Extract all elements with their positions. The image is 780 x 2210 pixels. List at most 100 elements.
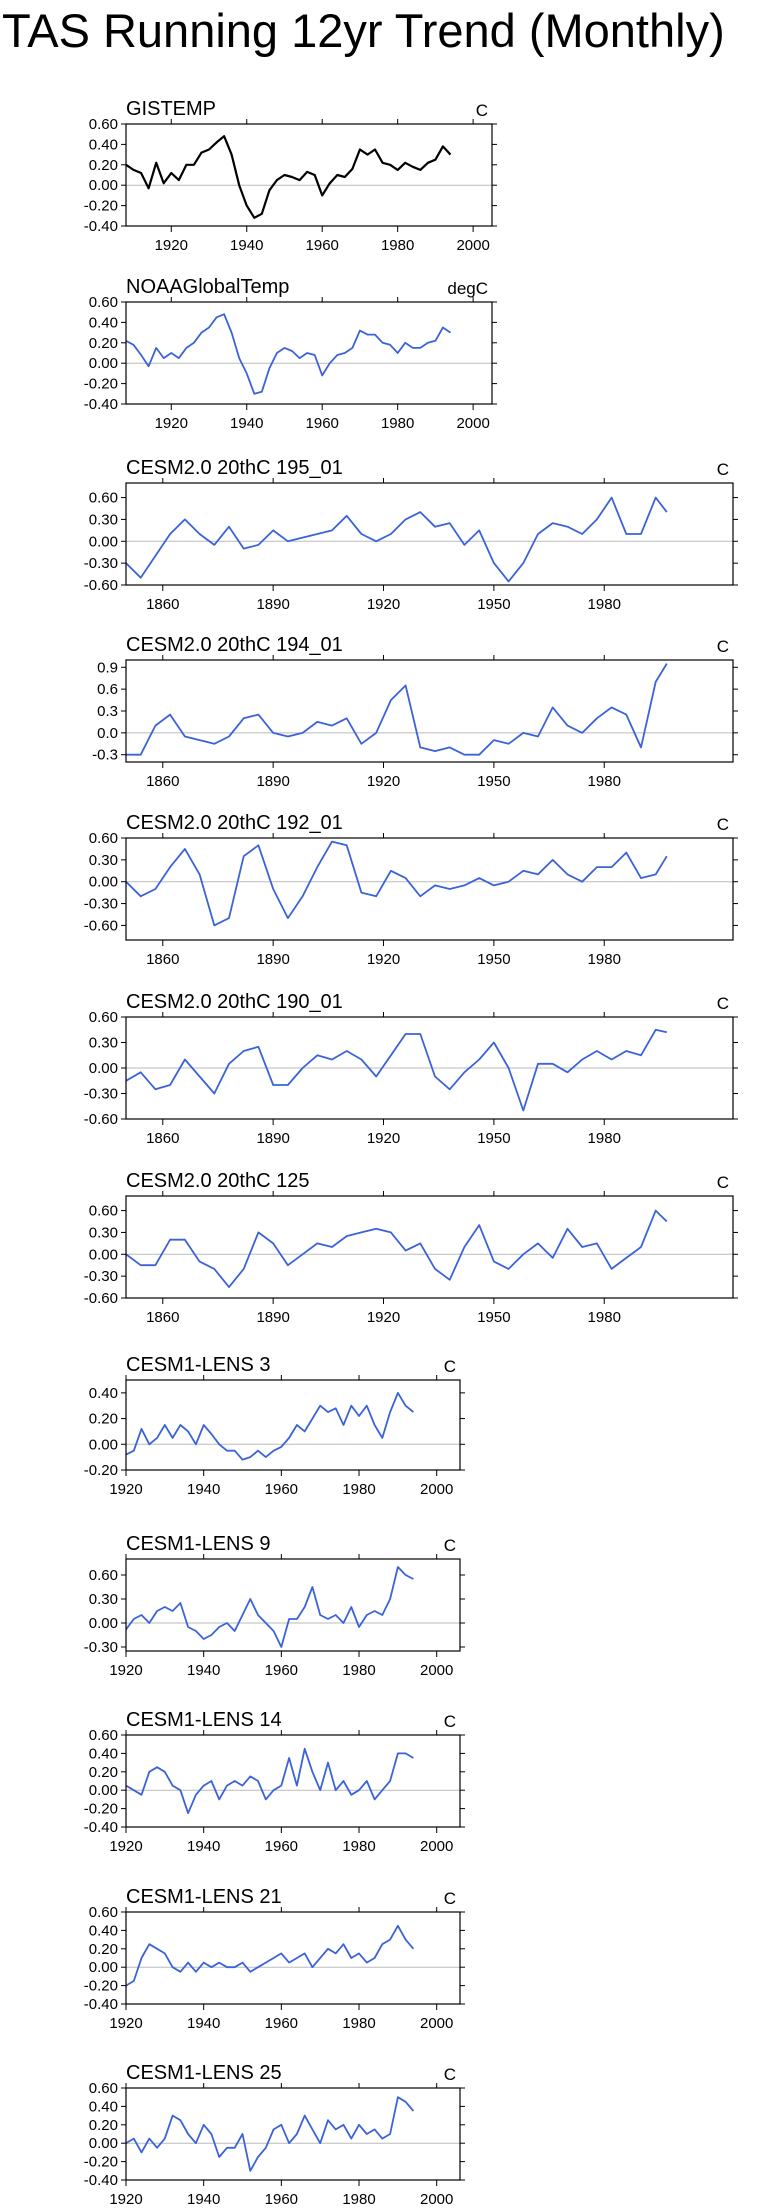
y-tick-label: -0.30: [84, 896, 118, 913]
y-tick-label: -0.40: [84, 396, 118, 413]
x-tick-label: 1940: [187, 2015, 220, 2032]
series-line: [125, 135, 452, 219]
x-tick-label: 1950: [477, 951, 510, 968]
x-tick-label: 2000: [420, 2191, 453, 2208]
chart-title: CESM1-LENS 25: [126, 2062, 282, 2084]
chart-panel: -0.60 -0.30 0.00 0.30 0.60 1860 1890 1920 1950 19…: [84, 991, 738, 1147]
y-tick-label: -0.20: [84, 198, 118, 215]
x-tick-label: 1960: [265, 1662, 298, 1679]
chart-panel: -0.20 0.00 0.20 0.40 1920 1940 1960 1980 2000 CES…: [84, 1354, 465, 1498]
x-tick-label: 1980: [588, 951, 621, 968]
x-tick-label: 1920: [109, 2015, 142, 2032]
y-tick-label: 0.00: [89, 533, 118, 550]
x-tick-label: 1860: [146, 1130, 179, 1147]
units-label: C: [444, 1357, 456, 1376]
y-tick-label: 0.40: [89, 136, 118, 153]
y-tick-label: 0.20: [89, 1411, 118, 1428]
y-tick-label: 0.3: [97, 703, 118, 720]
x-tick-label: 1920: [367, 1309, 400, 1326]
chart-panel: -0.60 -0.30 0.00 0.30 0.60 1860 1890 1920 1950 19…: [84, 457, 738, 613]
y-tick-label: 0.40: [89, 314, 118, 331]
y-tick-label: -0.20: [84, 1978, 118, 1995]
plot-frame: [125, 1379, 461, 1471]
y-tick-label: 0.00: [89, 355, 118, 372]
y-tick-label: 0.40: [89, 2098, 118, 2115]
y-tick-label: 0.00: [89, 1436, 118, 1453]
y-tick-label: 0.60: [89, 116, 118, 133]
chart-title: CESM2.0 20thC 192_01: [126, 812, 343, 834]
y-tick-label: 0.60: [89, 830, 118, 847]
series-line: [125, 1924, 415, 1987]
y-tick-label: 0.20: [89, 335, 118, 352]
x-tick-label: 1980: [588, 1309, 621, 1326]
x-tick-label: 1920: [367, 596, 400, 613]
plot-frame: [125, 1195, 734, 1299]
plot-frame: [125, 837, 734, 941]
units-label: C: [444, 1712, 456, 1731]
x-tick-label: 1920: [367, 1130, 400, 1147]
y-tick-label: -0.30: [84, 1639, 118, 1656]
plot-frame: [125, 123, 493, 227]
y-tick-label: 0.00: [89, 2135, 118, 2152]
x-tick-label: 2000: [420, 1662, 453, 1679]
y-tick-label: 0.60: [89, 490, 118, 507]
x-tick-label: 1940: [187, 1838, 220, 1855]
plot-frame: [125, 2087, 461, 2181]
y-tick-label: 0.60: [89, 2080, 118, 2097]
x-tick-label: 1960: [265, 1838, 298, 1855]
y-tick-label: 0.60: [89, 1203, 118, 1220]
y-tick-label: -0.40: [84, 1819, 118, 1836]
x-tick-label: 1960: [265, 2015, 298, 2032]
x-tick-label: 1980: [381, 237, 414, 254]
units-label: C: [444, 2065, 456, 2084]
chart-panel: -0.60 -0.30 0.00 0.30 0.60 1860 1890 1920 1950 19…: [84, 812, 738, 968]
x-tick-label: 1980: [342, 1838, 375, 1855]
x-tick-label: 1920: [155, 237, 188, 254]
x-tick-label: 1980: [381, 415, 414, 432]
units-label: C: [444, 1536, 456, 1555]
y-tick-label: -0.40: [84, 1996, 118, 2013]
y-tick-label: 0.00: [89, 177, 118, 194]
series-line: [125, 496, 668, 583]
series-line: [125, 1747, 414, 1815]
units-label: C: [717, 1173, 729, 1192]
x-tick-label: 1980: [588, 773, 621, 790]
y-tick-label: -0.30: [84, 555, 118, 572]
y-tick-label: 0.30: [89, 1035, 118, 1052]
y-tick-label: -0.60: [84, 577, 118, 594]
series-line: [125, 1392, 414, 1461]
chart-title: CESM2.0 20thC 190_01: [126, 991, 343, 1013]
y-tick-label: 0.30: [89, 511, 118, 528]
y-tick-label: -0.20: [84, 2154, 118, 2171]
series-line: [125, 840, 668, 927]
units-label: C: [717, 460, 729, 479]
y-tick-label: -0.20: [84, 376, 118, 393]
units-label: C: [444, 1889, 456, 1908]
x-tick-label: 1940: [187, 2191, 220, 2208]
chart-title: GISTEMP: [126, 98, 216, 120]
series-line: [125, 2096, 415, 2172]
y-tick-label: 0.00: [89, 1782, 118, 1799]
units-label: C: [717, 637, 729, 656]
y-tick-label: 0.60: [89, 1009, 118, 1026]
chart-panel: -0.30 0.00 0.30 0.60 1920 1940 1960 1980 2000 CES…: [84, 1533, 465, 1679]
units-label: C: [717, 815, 729, 834]
x-tick-label: 1980: [342, 2015, 375, 2032]
y-tick-label: 0.20: [89, 1764, 118, 1781]
y-tick-label: 0.20: [89, 2117, 118, 2134]
x-tick-label: 1920: [109, 1662, 142, 1679]
x-tick-label: 1890: [256, 1130, 289, 1147]
x-tick-label: 1860: [146, 596, 179, 613]
x-tick-label: 1920: [109, 1481, 142, 1498]
y-tick-label: 0.30: [89, 1224, 118, 1241]
y-tick-label: 0.6: [97, 681, 118, 698]
x-tick-label: 1960: [306, 415, 339, 432]
x-tick-label: 1860: [146, 951, 179, 968]
x-tick-label: 1940: [187, 1662, 220, 1679]
x-tick-label: 1860: [146, 773, 179, 790]
